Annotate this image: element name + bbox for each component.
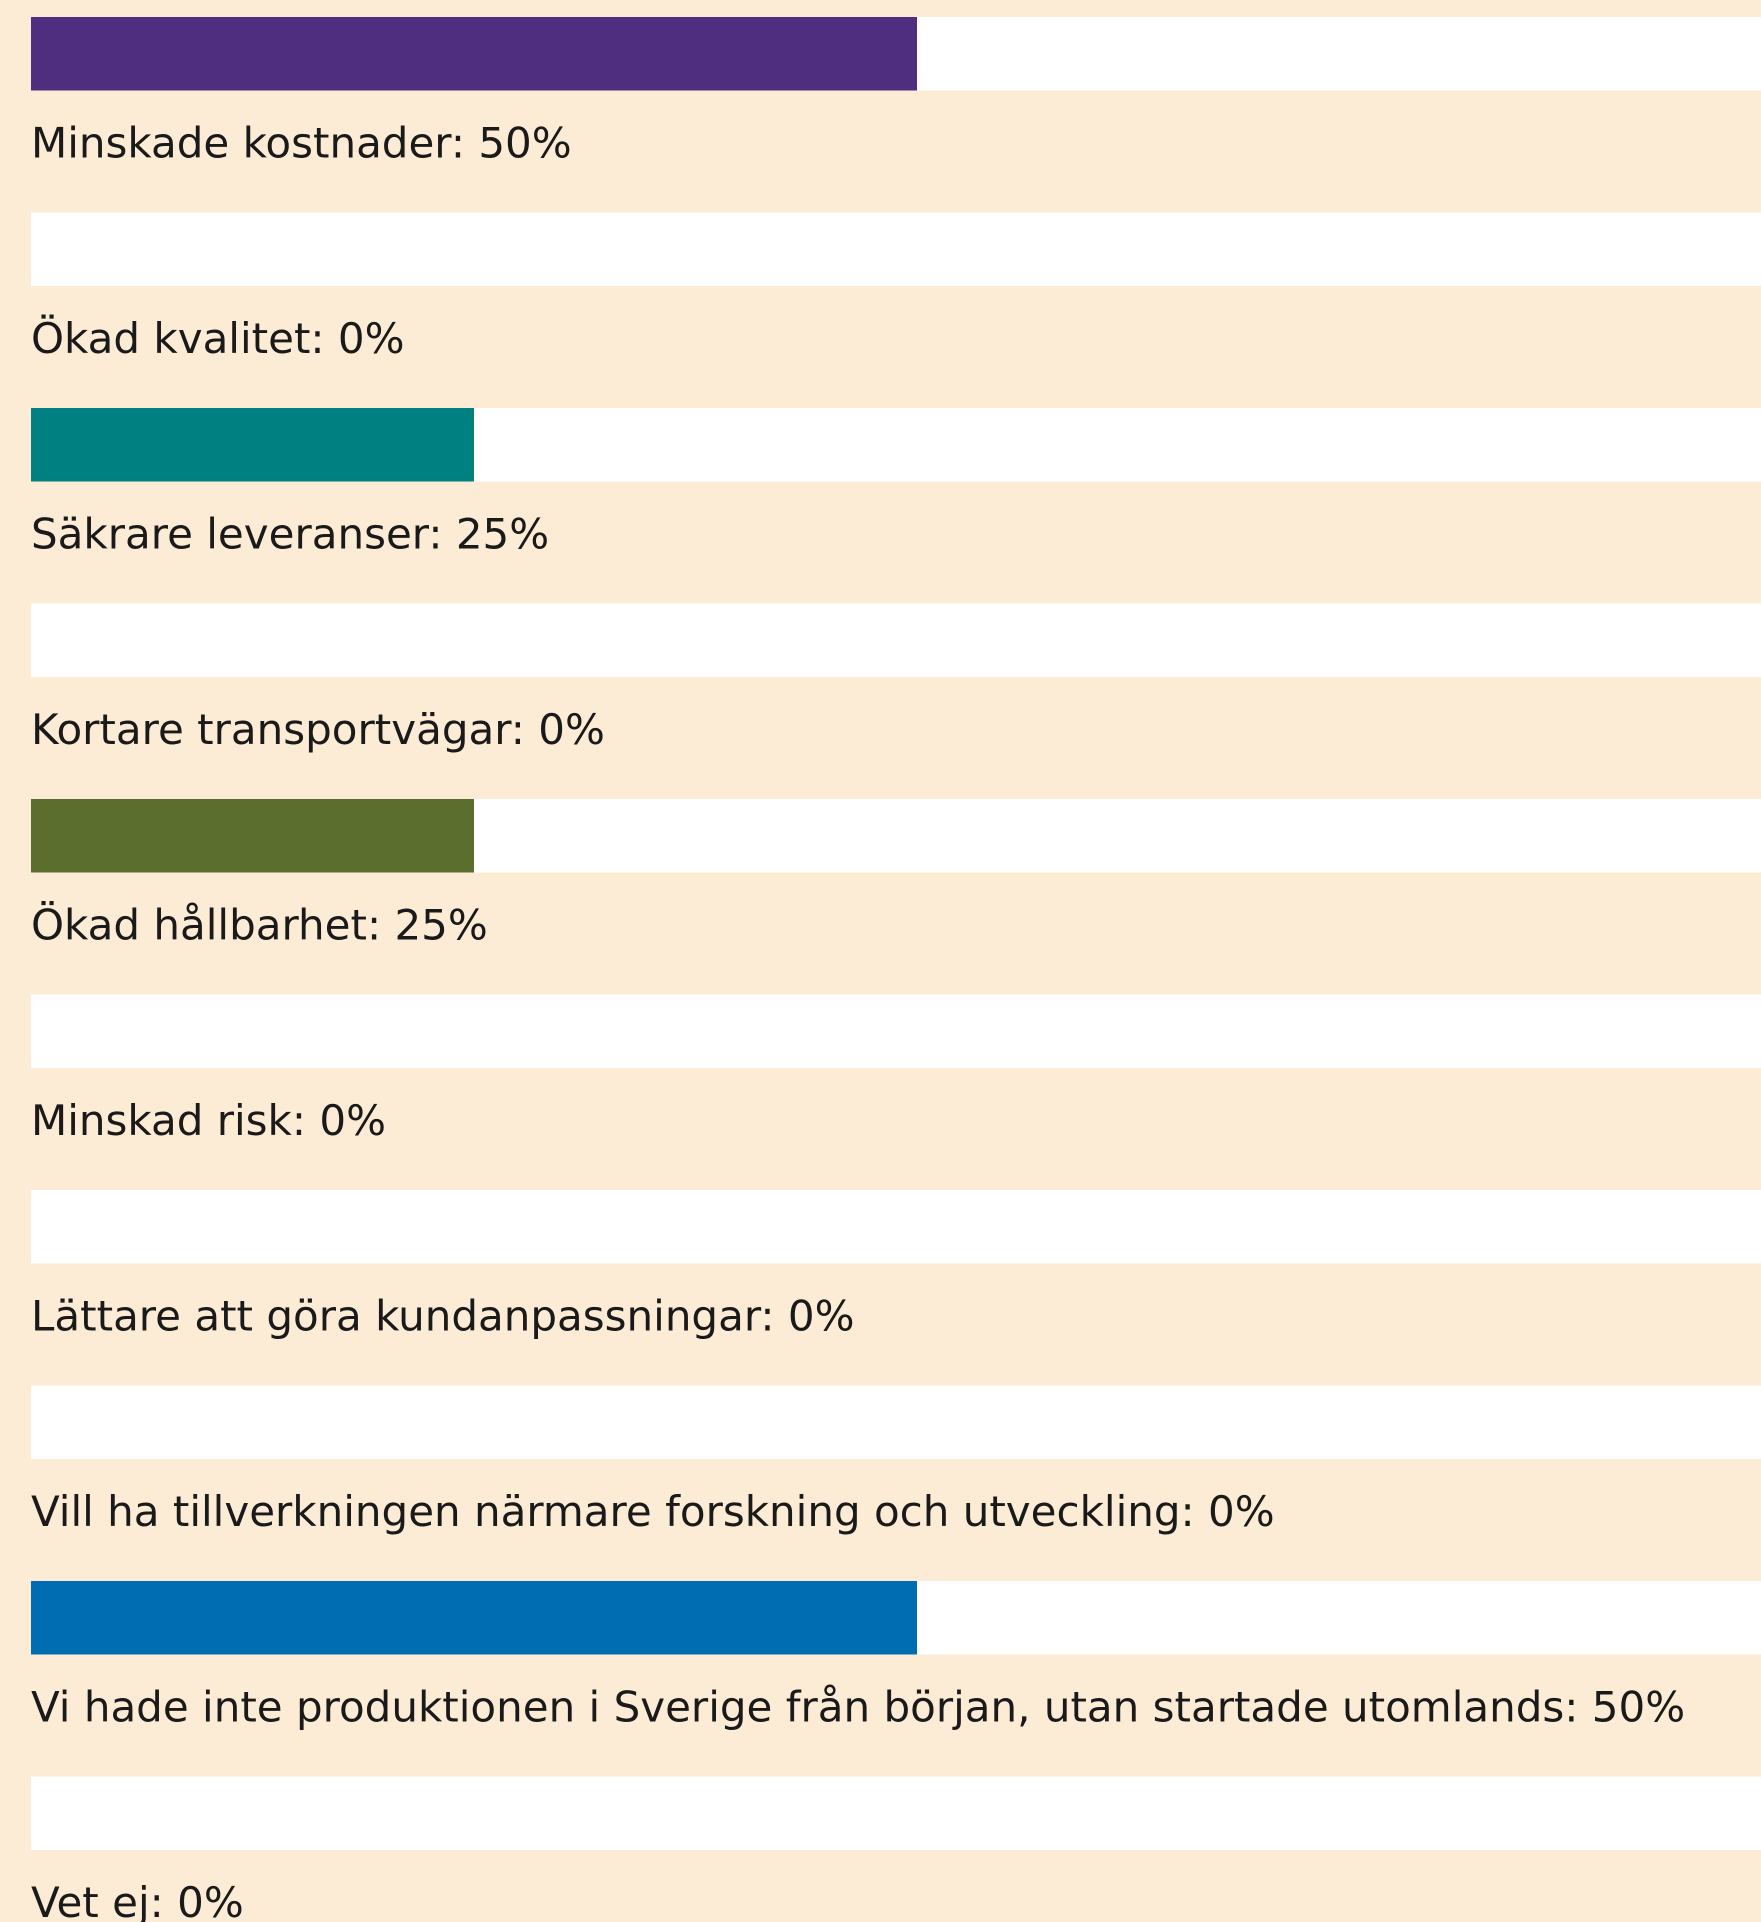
bar-label: Vet ej: 0% (31, 1878, 244, 1922)
bar (31, 408, 474, 482)
bar (31, 799, 474, 873)
bar-label: Minskad risk: 0% (31, 1096, 386, 1145)
bar (31, 17, 917, 91)
bar-track (31, 603, 1761, 677)
bar-label: Lättare att göra kundanpassningar: 0% (31, 1292, 855, 1341)
bar-label: Ökad hållbarhet: 25% (31, 900, 488, 950)
bar-label: Kortare transportvägar: 0% (31, 705, 605, 754)
bar-track (31, 212, 1761, 286)
bar-label: Minskade kostnader: 50% (31, 119, 572, 168)
bar-label: Ökad kvalitet: 0% (31, 313, 405, 363)
bar-track (31, 1776, 1761, 1850)
bar-track (31, 1190, 1761, 1264)
bar (31, 1581, 917, 1655)
bar-label: Vi hade inte produktionen i Sverige från… (31, 1683, 1685, 1732)
bar-track (31, 1385, 1761, 1459)
bar-track (31, 994, 1761, 1068)
bar-label: Säkrare leveranser: 25% (31, 510, 549, 559)
bar-label: Vill ha tillverkningen närmare forskning… (31, 1487, 1275, 1536)
